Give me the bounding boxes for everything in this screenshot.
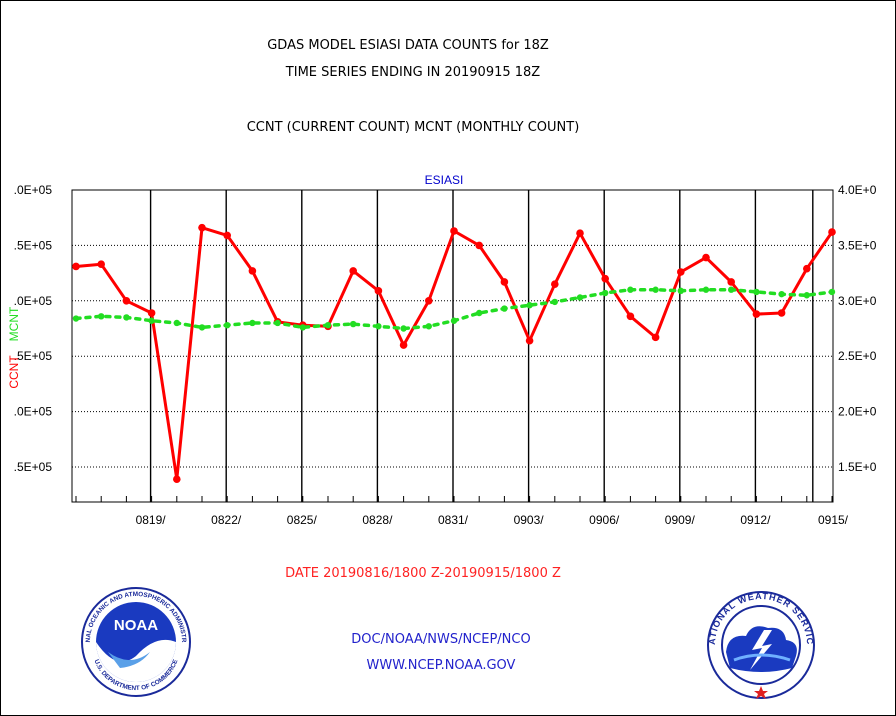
data-point-mcnt: [274, 319, 281, 327]
x-tick-label: 0903/: [514, 513, 545, 527]
footer-url: WWW.NCEP.NOAA.GOV: [366, 658, 516, 673]
data-point-ccnt: [97, 260, 105, 269]
x-tick-label: 0906/: [589, 513, 620, 527]
right-tick-label: 3.5E+0: [838, 238, 877, 252]
data-point-ccnt: [349, 267, 358, 275]
data-point-ccnt: [752, 310, 761, 318]
data-point-mcnt: [173, 319, 180, 327]
data-point-ccnt: [500, 278, 509, 286]
right-tick-label: 3.0E+0: [838, 294, 877, 308]
right-tick-label: 2.0E+0: [838, 405, 877, 419]
right-tick-label: 1.5E+0: [838, 460, 877, 474]
data-point-ccnt: [651, 333, 660, 342]
data-point-ccnt: [122, 297, 131, 305]
data-point-mcnt: [249, 319, 256, 327]
data-point-ccnt: [173, 475, 181, 483]
x-tick-label: 0819/: [136, 513, 167, 527]
noaa-logo: NOAA NATIONAL OCEANIC AND ATMOSPHERIC AD…: [78, 581, 192, 702]
data-point-mcnt: [803, 292, 810, 299]
data-point-ccnt: [374, 287, 383, 295]
left-tick-label: .5E+05: [14, 238, 53, 252]
left-tick-label: .0E+05: [14, 294, 53, 308]
data-point-ccnt: [450, 227, 458, 235]
data-point-mcnt: [375, 323, 382, 330]
data-point-mcnt: [627, 286, 634, 293]
x-tick-label: 0828/: [362, 513, 393, 527]
data-point-mcnt: [350, 320, 357, 328]
data-point-mcnt: [425, 323, 432, 330]
chart-title-line2: TIME SERIES ENDING IN 20190915 18Z: [285, 65, 541, 80]
data-point-mcnt: [828, 288, 836, 296]
x-tick-label: 0822/: [211, 513, 242, 527]
data-point-ccnt: [223, 231, 231, 240]
data-point-ccnt: [576, 229, 584, 238]
data-point-ccnt: [475, 241, 484, 250]
data-point-ccnt: [626, 312, 635, 321]
data-point-ccnt: [702, 253, 710, 262]
x-tick-label: 0831/: [438, 513, 469, 527]
data-point-mcnt: [753, 288, 760, 296]
data-point-mcnt: [148, 317, 155, 324]
right-tick-label: 2.5E+0: [838, 349, 877, 363]
data-point-ccnt: [425, 297, 433, 305]
chart-title-line1: GDAS MODEL ESIASI DATA COUNTS for 18Z: [267, 38, 549, 53]
y-axis-label-ccnt: CCNT: [7, 355, 21, 389]
data-point-ccnt: [525, 336, 534, 345]
data-point-ccnt: [777, 309, 786, 317]
data-point-mcnt: [450, 317, 458, 324]
x-tick-label: 0915/: [818, 513, 849, 527]
footer-org: DOC/NOAA/NWS/NCEP/NCO: [351, 632, 531, 647]
data-point-ccnt: [601, 274, 609, 283]
x-tick-label: 0912/: [740, 513, 771, 527]
data-point-mcnt: [198, 324, 206, 331]
left-tick-label: .5E+05: [14, 460, 53, 474]
left-tick-label: .0E+05: [14, 405, 53, 419]
data-point-mcnt: [224, 321, 231, 329]
data-point-ccnt: [399, 341, 408, 349]
data-point-mcnt: [677, 287, 684, 295]
y-axis-label-mcnt: MCNT: [7, 306, 21, 341]
date-range: DATE 20190816/1800 Z-20190915/1800 Z: [285, 566, 561, 581]
data-point-ccnt: [198, 223, 206, 232]
data-point-mcnt: [551, 298, 558, 306]
data-point-ccnt: [727, 278, 735, 286]
data-point-mcnt: [476, 309, 483, 317]
data-point-ccnt: [803, 264, 811, 273]
left-tick-label: .0E+05: [14, 183, 53, 197]
data-point-mcnt: [652, 286, 659, 293]
data-point-mcnt: [702, 286, 710, 293]
data-point-mcnt: [501, 305, 508, 312]
axis-title: ESIASI: [425, 173, 464, 187]
data-point-ccnt: [551, 280, 559, 288]
data-point-ccnt: [248, 267, 257, 275]
left-tick-label: .5E+05: [14, 349, 53, 363]
data-point-mcnt: [576, 294, 584, 301]
data-point-mcnt: [728, 286, 735, 293]
right-tick-label: 4.0E+0: [838, 183, 877, 197]
data-point-mcnt: [98, 313, 105, 320]
series-line-ccnt: [75, 226, 834, 481]
nws-logo: NATIONAL WEATHER SERVICE: [702, 582, 816, 704]
data-point-mcnt: [123, 314, 130, 321]
x-tick-label: 0825/: [287, 513, 318, 527]
data-point-ccnt: [828, 228, 836, 236]
data-point-mcnt: [324, 321, 332, 329]
data-point-mcnt: [778, 290, 785, 298]
data-point-ccnt: [677, 268, 685, 276]
svg-text:NOAA: NOAA: [114, 617, 158, 634]
data-point-ccnt: [147, 309, 156, 317]
data-point-mcnt: [602, 289, 609, 297]
chart-subtitle: CCNT (CURRENT COUNT) MCNT (MONTHLY COUNT…: [246, 120, 580, 135]
data-point-mcnt: [299, 324, 306, 331]
data-point-mcnt: [526, 302, 533, 309]
data-point-mcnt: [72, 315, 80, 322]
x-tick-label: 0909/: [665, 513, 696, 527]
data-point-mcnt: [400, 325, 407, 332]
data-point-ccnt: [72, 262, 80, 271]
